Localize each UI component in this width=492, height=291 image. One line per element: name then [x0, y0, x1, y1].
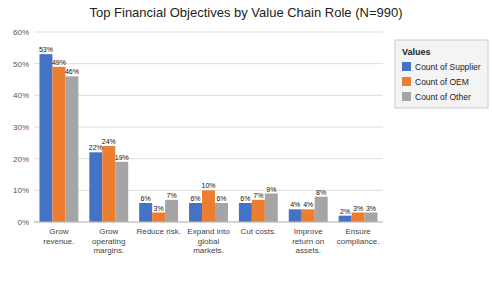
data-label: 6% — [190, 195, 200, 202]
legend: Values Count of Supplier Count of OEM Count… — [395, 40, 488, 108]
data-labels: 53% 22% 6% 6% 6% 4% 2% 49% 24% 3% 10% 7% 4% 3% 46% 19% 7… — [39, 46, 376, 215]
bar — [39, 54, 52, 222]
data-label: 4% — [290, 201, 300, 208]
bar — [315, 197, 328, 222]
legend-label: Count of Supplier — [415, 62, 481, 72]
legend-swatch — [402, 62, 411, 71]
legend-label: Count of OEM — [415, 77, 469, 87]
y-tick-label: 0% — [17, 218, 29, 227]
grid-line — [34, 32, 383, 33]
x-tick-line: return on — [292, 237, 324, 246]
x-tick-line: margins. — [93, 246, 124, 255]
legend-swatch — [402, 92, 411, 101]
bar — [65, 76, 78, 222]
bar — [202, 190, 215, 222]
data-label: 24% — [102, 138, 116, 145]
data-label: 2% — [340, 208, 350, 215]
bar — [252, 200, 265, 222]
x-tick-line: markets. — [193, 246, 224, 255]
bar — [302, 209, 315, 222]
data-label: 19% — [115, 154, 129, 161]
bar — [265, 194, 278, 223]
data-label: 4% — [303, 201, 313, 208]
bar — [289, 209, 302, 222]
bar — [52, 67, 65, 222]
bar — [102, 146, 115, 222]
x-tick-line: Expand into — [187, 227, 230, 236]
x-tick-line: assets. — [296, 246, 321, 255]
grid-line — [34, 158, 383, 159]
x-tick-label: Improvereturn onassets. — [292, 227, 324, 255]
x-tick-line: Improve — [294, 227, 323, 236]
bar — [365, 213, 378, 223]
x-axis: Growrevenue.Growoperatingmargins.Reduce … — [43, 227, 379, 255]
x-tick-line: compliance. — [337, 237, 380, 246]
legend-swatch — [402, 77, 411, 86]
grid-line — [34, 127, 383, 128]
x-tick-label: Ensurecompliance. — [337, 227, 380, 246]
bars — [39, 54, 377, 222]
title: Top Financial Objectives by Value Chain … — [89, 5, 402, 20]
x-tick-label: Reduce risk. — [136, 227, 180, 236]
x-tick-line: operating — [92, 237, 125, 246]
legend-label: Count of Other — [415, 92, 471, 102]
data-label: 7% — [253, 192, 263, 199]
data-label: 8% — [316, 189, 326, 196]
data-label: 49% — [52, 59, 66, 66]
bar — [115, 162, 128, 222]
data-label: 3% — [154, 205, 164, 212]
bar — [89, 152, 102, 222]
bar — [165, 200, 178, 222]
data-label: 7% — [167, 192, 177, 199]
y-tick-label: 40% — [13, 91, 29, 100]
x-tick-line: Ensure — [345, 227, 371, 236]
data-label: 10% — [201, 182, 215, 189]
data-label: 3% — [353, 205, 363, 212]
data-label: 3% — [366, 205, 376, 212]
data-label: 22% — [89, 144, 103, 151]
data-label: 46% — [65, 68, 79, 75]
x-axis-line — [34, 222, 383, 223]
legend-frame — [395, 40, 488, 108]
data-label: 6% — [141, 195, 151, 202]
y-tick-label: 30% — [13, 123, 29, 132]
x-tick-line: Grow — [49, 227, 68, 236]
bar — [352, 213, 365, 223]
bar — [189, 203, 202, 222]
x-tick-line: Reduce risk. — [136, 227, 180, 236]
x-tick-line: revenue. — [43, 237, 74, 246]
y-tick-label: 50% — [13, 60, 29, 69]
y-tick-label: 60% — [13, 28, 29, 37]
grid-line — [34, 222, 383, 223]
y-tick-label: 10% — [13, 186, 29, 195]
grid-line — [34, 95, 383, 96]
bar — [215, 203, 228, 222]
x-tick-label: Growoperatingmargins. — [92, 227, 125, 255]
chart: Top Financial Objectives by Value Chain … — [0, 0, 492, 291]
grid-line — [34, 63, 383, 64]
x-tick-line: Grow — [99, 227, 118, 236]
x-tick-label: Growrevenue. — [43, 227, 74, 246]
data-label: 9% — [266, 186, 276, 193]
bar — [239, 203, 252, 222]
x-tick-label: Expand intoglobalmarkets. — [187, 227, 230, 255]
data-label: 6% — [216, 195, 226, 202]
data-label: 53% — [39, 46, 53, 53]
bar — [139, 203, 152, 222]
x-tick-label: Cut costs. — [241, 227, 277, 236]
bar — [152, 213, 165, 223]
bar — [339, 216, 352, 222]
y-tick-label: 20% — [13, 155, 29, 164]
x-tick-line: global — [198, 237, 220, 246]
legend-title: Values — [402, 47, 431, 57]
data-label: 6% — [240, 195, 250, 202]
y-axis: 0% 10% 20% 30% 40% 50% 60% — [13, 28, 383, 227]
x-tick-line: Cut costs. — [241, 227, 277, 236]
